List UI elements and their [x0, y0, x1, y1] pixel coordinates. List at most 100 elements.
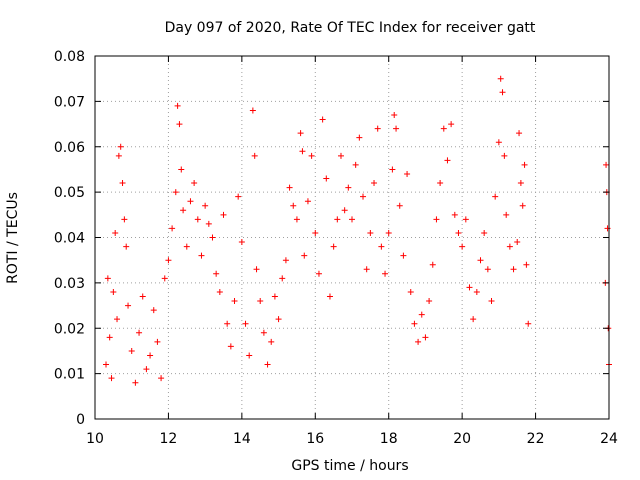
data-point	[488, 298, 495, 305]
data-point	[603, 161, 610, 168]
data-point	[216, 288, 223, 295]
data-point	[169, 225, 176, 232]
data-point	[497, 75, 504, 82]
data-point	[224, 320, 231, 327]
data-point	[444, 157, 451, 164]
data-point	[112, 229, 119, 236]
data-point	[301, 252, 308, 259]
data-point	[275, 316, 282, 323]
data-point	[334, 216, 341, 223]
data-point	[158, 375, 165, 382]
data-point	[264, 361, 271, 368]
data-point	[286, 184, 293, 191]
data-point	[499, 89, 506, 96]
data-point	[407, 288, 414, 295]
data-point	[503, 211, 510, 218]
data-point	[123, 243, 130, 250]
x-tick-label: 12	[160, 431, 178, 447]
data-point	[492, 193, 499, 200]
data-point	[448, 121, 455, 128]
data-point	[299, 148, 306, 155]
data-point	[242, 320, 249, 327]
x-axis-label: GPS time / hours	[291, 458, 408, 474]
data-point	[304, 198, 311, 205]
data-point	[326, 293, 333, 300]
data-point	[106, 334, 113, 341]
data-point	[165, 257, 172, 264]
data-point	[440, 125, 447, 132]
data-points	[103, 75, 612, 386]
data-point	[385, 229, 392, 236]
data-point	[183, 243, 190, 250]
data-point	[180, 207, 187, 214]
data-point	[213, 270, 220, 277]
data-point	[367, 229, 374, 236]
data-point	[462, 216, 469, 223]
data-point	[161, 275, 168, 282]
data-point	[501, 152, 508, 159]
data-point	[521, 161, 528, 168]
data-point	[371, 180, 378, 187]
data-point	[510, 266, 517, 273]
data-point	[132, 379, 139, 386]
x-tick-label: 16	[306, 431, 324, 447]
x-tick-label: 22	[527, 431, 545, 447]
x-tick-label: 10	[86, 431, 104, 447]
chart-title: Day 097 of 2020, Rate Of TEC Index for r…	[165, 20, 536, 36]
data-point	[308, 152, 315, 159]
data-point	[341, 207, 348, 214]
data-point	[220, 211, 227, 218]
data-point	[411, 320, 418, 327]
data-point	[319, 116, 326, 123]
data-point	[174, 102, 181, 109]
data-point	[246, 352, 253, 359]
data-point	[393, 125, 400, 132]
data-point	[104, 275, 111, 282]
data-point	[360, 193, 367, 200]
data-point	[268, 338, 275, 345]
data-point	[205, 220, 212, 227]
y-axis-label: ROTI / TECUs	[5, 192, 21, 284]
data-point	[396, 202, 403, 209]
data-point	[235, 193, 242, 200]
data-point	[356, 134, 363, 141]
data-point	[251, 152, 258, 159]
data-point	[374, 125, 381, 132]
data-point	[191, 180, 198, 187]
data-point	[257, 298, 264, 305]
data-point	[404, 170, 411, 177]
x-tick-label: 20	[453, 431, 471, 447]
data-point	[337, 152, 344, 159]
data-point	[415, 338, 422, 345]
data-point	[253, 266, 260, 273]
data-point	[466, 284, 473, 291]
data-point	[433, 216, 440, 223]
data-point	[103, 361, 110, 368]
data-point	[290, 202, 297, 209]
data-point	[176, 121, 183, 128]
data-point	[519, 202, 526, 209]
data-point	[523, 261, 530, 268]
data-point	[484, 266, 491, 273]
data-point	[473, 288, 480, 295]
data-point	[117, 143, 124, 150]
data-point	[198, 252, 205, 259]
data-point	[495, 139, 502, 146]
y-tick-label: 0.02	[54, 321, 85, 337]
data-point	[194, 216, 201, 223]
y-tick-label: 0.07	[54, 94, 85, 110]
data-point	[282, 257, 289, 264]
data-point	[363, 266, 370, 273]
data-point	[477, 257, 484, 264]
data-point	[125, 302, 132, 309]
data-point	[382, 270, 389, 277]
data-point	[604, 225, 611, 232]
data-point	[147, 352, 154, 359]
data-point	[514, 239, 521, 246]
x-tick-label: 24	[600, 431, 618, 447]
data-point	[330, 243, 337, 250]
y-tick-label: 0.03	[54, 276, 85, 292]
data-point	[418, 311, 425, 318]
data-point	[187, 198, 194, 205]
